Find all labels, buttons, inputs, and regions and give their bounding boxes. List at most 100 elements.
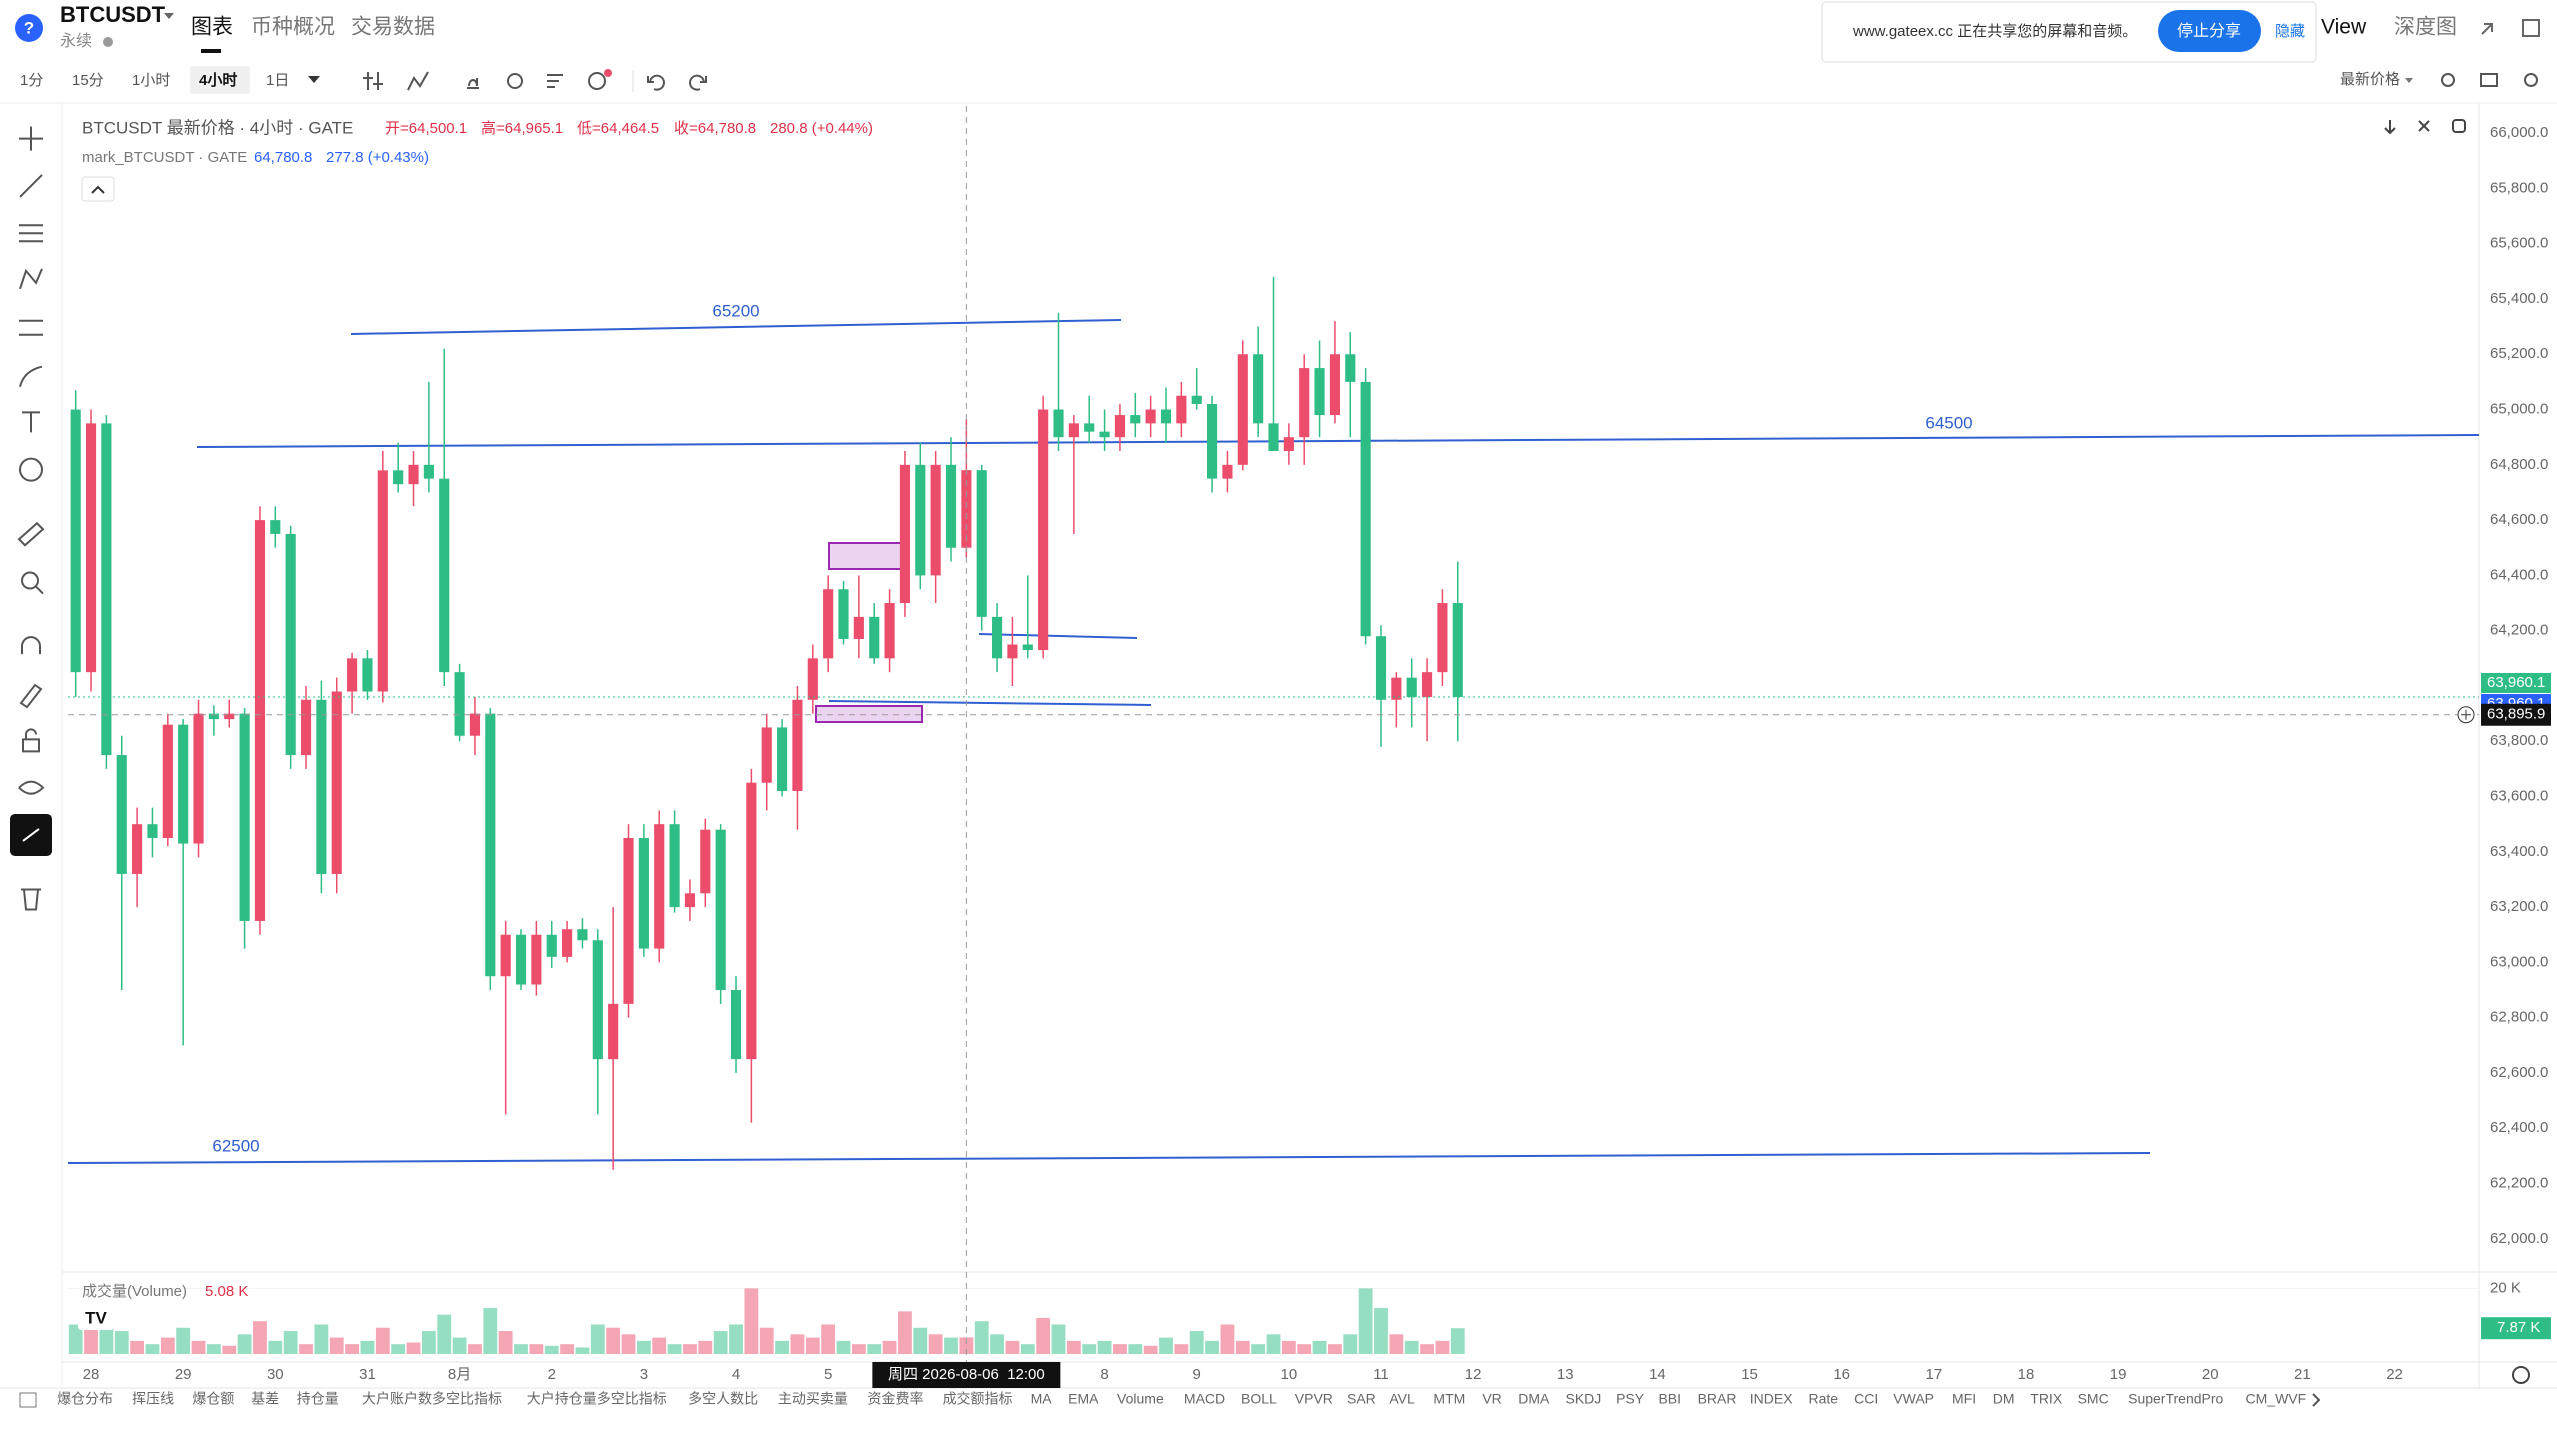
hide-button[interactable]: 隐藏 — [2275, 23, 2305, 40]
indicator-button[interactable]: BRAR — [1698, 1391, 1737, 1407]
symbol[interactable]: BTCUSDT — [60, 2, 166, 27]
indicator-button[interactable]: 多空人数比 — [688, 1391, 758, 1407]
volume-bar — [1174, 1344, 1189, 1354]
tool-icon[interactable] — [19, 683, 43, 709]
indicator-button[interactable]: 成交额指标 — [943, 1391, 1013, 1407]
candle-body — [193, 713, 204, 844]
candle-body — [362, 658, 373, 692]
window-icon[interactable] — [2522, 19, 2540, 37]
indicator-button[interactable]: 资金费率 — [868, 1391, 924, 1407]
interval[interactable]: 1小时 — [132, 72, 170, 89]
template-icon[interactable] — [547, 74, 563, 88]
candle-body — [623, 838, 634, 1004]
logo[interactable] — [15, 14, 43, 42]
tool-icon[interactable] — [21, 888, 41, 911]
tool-icon[interactable] — [19, 365, 43, 387]
pane-maximize[interactable] — [2452, 119, 2466, 133]
tool-icon[interactable] — [19, 268, 43, 290]
pane-down[interactable] — [2384, 120, 2396, 135]
indicator-button[interactable]: AVL — [1389, 1391, 1415, 1407]
collapse-button[interactable] — [81, 176, 115, 202]
indicator-button[interactable]: 持仓量 — [297, 1391, 339, 1407]
indicator-button[interactable]: TRIX — [2030, 1391, 2063, 1407]
tool-icon[interactable] — [19, 224, 43, 243]
indicator-button[interactable]: MACD — [1184, 1391, 1225, 1407]
interval-caret[interactable] — [308, 76, 320, 83]
tab[interactable]: 币种概况 — [251, 16, 335, 39]
y-tick-label: 63,400.0 — [2490, 843, 2548, 860]
search-icon[interactable] — [2441, 73, 2455, 87]
redo-icon[interactable] — [689, 74, 707, 91]
axis-settings[interactable] — [2512, 1366, 2530, 1384]
tab[interactable]: 交易数据 — [351, 16, 435, 39]
tab[interactable]: 图表 — [191, 16, 233, 39]
indicator-button[interactable]: Volume — [1117, 1391, 1164, 1407]
indicator-button[interactable]: Rate — [1808, 1391, 1838, 1407]
settings-icon[interactable] — [2524, 73, 2538, 87]
indicator-button[interactable]: 爆仓分布 — [57, 1391, 113, 1407]
depth-tab[interactable]: 深度图 — [2394, 16, 2457, 39]
tool-icon[interactable] — [19, 457, 44, 482]
indicator-button[interactable]: BBI — [1658, 1391, 1681, 1407]
indicator-button[interactable]: MA — [1031, 1391, 1053, 1407]
volume-bar — [1450, 1328, 1465, 1354]
indicator-button[interactable]: VR — [1482, 1391, 1501, 1407]
indicator-button[interactable]: 主动买卖量 — [778, 1391, 848, 1407]
indicator-button[interactable]: MTM — [1433, 1391, 1465, 1407]
undo-icon[interactable] — [647, 74, 665, 91]
indicator-button[interactable]: SAR — [1347, 1391, 1376, 1407]
candles-icon[interactable] — [363, 72, 383, 90]
indicator-button[interactable]: CM_WVF — [2246, 1391, 2307, 1407]
pane-collapse[interactable] — [2418, 120, 2430, 132]
indicator-button[interactable]: MFI — [1952, 1391, 1976, 1407]
volume-bar — [1220, 1324, 1235, 1354]
indicator-button[interactable]: 大户持仓量多空比指标 — [527, 1391, 667, 1407]
replay-icon[interactable] — [507, 73, 523, 89]
indicator-button[interactable]: 基差 — [251, 1391, 279, 1407]
tool-icon[interactable] — [21, 571, 44, 595]
tool-icon[interactable] — [18, 780, 45, 795]
indicator-button[interactable]: VWAP — [1893, 1391, 1934, 1407]
view-tab[interactable]: View — [2321, 16, 2367, 39]
more-indicators[interactable] — [2312, 1393, 2321, 1407]
indicator-button[interactable]: SMC — [2078, 1391, 2109, 1407]
candle-body — [1099, 431, 1110, 438]
indicator-icon[interactable] — [407, 71, 429, 91]
indicator-button[interactable]: SKDJ — [1566, 1391, 1602, 1407]
indicator-button[interactable]: BOLL — [1241, 1391, 1277, 1407]
volume-bar — [1235, 1340, 1250, 1354]
indicator-bar-icon[interactable] — [19, 1392, 37, 1408]
volume-bar — [191, 1340, 206, 1354]
interval[interactable]: 1分 — [20, 72, 43, 89]
indicator-button[interactable]: 挥压线 — [132, 1391, 174, 1407]
camera-icon[interactable] — [2480, 73, 2498, 87]
indicator-button[interactable]: EMA — [1068, 1391, 1099, 1407]
indicator-button[interactable]: INDEX — [1750, 1391, 1793, 1407]
indicator-button[interactable]: DM — [1993, 1391, 2015, 1407]
alert-icon[interactable] — [467, 78, 479, 89]
interval[interactable]: 15分 — [72, 72, 104, 89]
tool-icon[interactable] — [19, 319, 43, 336]
add-icon[interactable] — [588, 72, 606, 90]
indicator-button[interactable]: 大户账户数多空比指标 — [362, 1391, 502, 1407]
expand-icon[interactable] — [2481, 23, 2493, 35]
tool-icon[interactable] — [17, 521, 45, 547]
stop-share-button[interactable] — [2158, 10, 2261, 52]
indicator-button[interactable]: DMA — [1518, 1391, 1550, 1407]
indicator-button[interactable]: 爆仓额 — [192, 1391, 234, 1407]
indicator-button[interactable]: PSY — [1616, 1391, 1645, 1407]
interval[interactable]: 1日 — [266, 72, 289, 89]
tool-icon[interactable] — [19, 174, 43, 198]
tool-icon[interactable] — [22, 411, 40, 433]
tool-icon[interactable] — [19, 126, 43, 151]
tool-icon[interactable] — [21, 636, 41, 655]
indicator-button[interactable]: CCI — [1854, 1391, 1878, 1407]
indicator-button[interactable]: VPVR — [1295, 1391, 1333, 1407]
indicator-button[interactable]: SuperTrendPro — [2128, 1391, 2223, 1407]
tab-underline — [201, 49, 221, 53]
info-icon[interactable] — [103, 37, 113, 47]
price-type[interactable]: 最新价格 — [2340, 71, 2400, 88]
interval[interactable]: 4小时 — [199, 72, 237, 89]
symbol-caret[interactable] — [164, 13, 174, 19]
tool-icon[interactable] — [22, 728, 40, 753]
